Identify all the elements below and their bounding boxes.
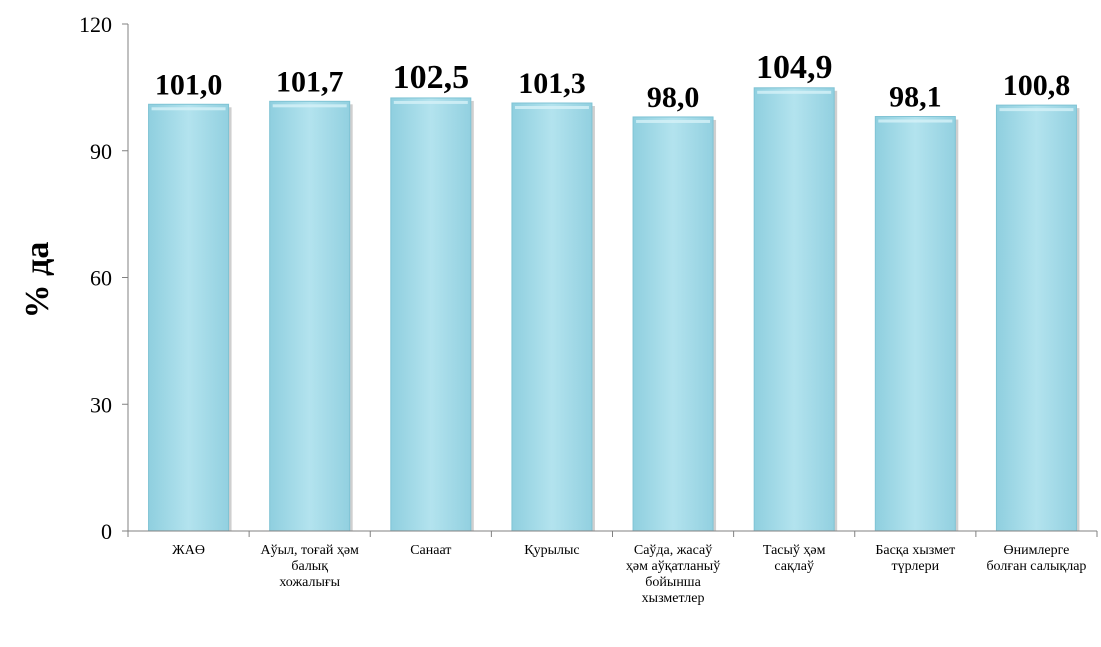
bar [511, 102, 593, 532]
bar-group [269, 100, 353, 532]
bar [753, 87, 835, 532]
bar-value-label: 98,0 [647, 81, 700, 114]
bar-group [511, 102, 595, 532]
x-category-label: Басқа хызмет түрлери [875, 543, 956, 574]
x-category-label: Санаат [410, 543, 452, 558]
bar-value-label: 100,8 [1003, 69, 1071, 102]
bar-highlight [272, 104, 347, 108]
bar-value-label: 101,0 [155, 68, 223, 101]
y-tick-label: 90 [90, 139, 112, 164]
x-category-label: Қурылыс [524, 543, 580, 558]
bar-highlight [757, 90, 832, 94]
bar-highlight [514, 106, 589, 110]
x-category-label: Аўыл, тоғай ҳәм балық хожалығы [260, 543, 359, 590]
bar-value-label: 101,3 [518, 67, 586, 100]
bar-highlight [999, 108, 1074, 112]
bar-value-label: 104,9 [756, 49, 833, 86]
y-tick-label: 60 [90, 266, 112, 291]
x-category-label: ЖАӨ [172, 543, 205, 558]
x-category-label: Саўда, жасаў ҳәм аўқатланыў бойынша хызм… [625, 543, 721, 606]
bar [269, 100, 351, 532]
y-tick-label: 0 [101, 519, 112, 544]
bar [995, 104, 1077, 532]
bar-value-label: 101,7 [276, 65, 344, 98]
bar [874, 116, 956, 532]
bar-value-label: 102,5 [393, 59, 470, 96]
y-tick-label: 120 [79, 12, 112, 37]
bar-group [148, 103, 232, 532]
bar-highlight [151, 107, 226, 111]
bar [390, 97, 472, 532]
bar-highlight [636, 119, 711, 123]
bar-group [995, 104, 1080, 532]
y-tick-label: 30 [90, 392, 112, 417]
bar-highlight [393, 100, 468, 104]
x-category-label: Өнимлерге болған салықлар [986, 543, 1087, 574]
bar [148, 103, 230, 532]
x-category-label: Тасыў ҳәм сақлаў [762, 543, 826, 574]
bar-group [874, 116, 959, 532]
bar [632, 116, 714, 532]
bar-highlight [878, 119, 953, 123]
bar-group [390, 97, 474, 532]
bar-group [753, 87, 838, 532]
bar-group [632, 116, 717, 532]
bar-value-label: 98,1 [889, 81, 942, 114]
